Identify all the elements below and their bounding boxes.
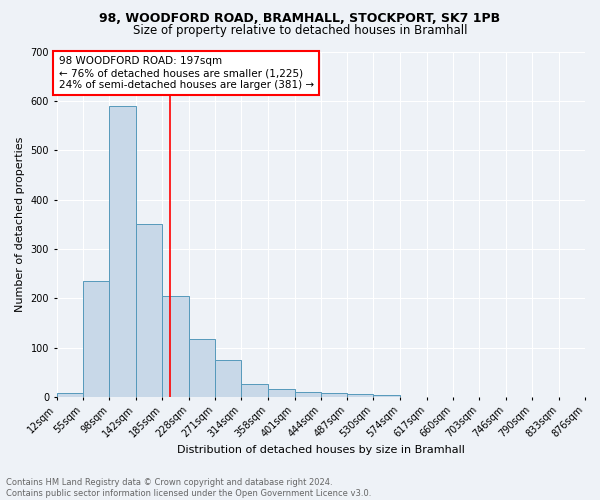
Bar [373, 395, 400, 397]
Bar [215, 360, 241, 397]
Text: Contains HM Land Registry data © Crown copyright and database right 2024.
Contai: Contains HM Land Registry data © Crown c… [6, 478, 371, 498]
Bar [268, 389, 295, 397]
Bar [83, 281, 109, 397]
Text: 98, WOODFORD ROAD, BRAMHALL, STOCKPORT, SK7 1PB: 98, WOODFORD ROAD, BRAMHALL, STOCKPORT, … [100, 12, 500, 24]
Bar [56, 393, 83, 397]
Text: Size of property relative to detached houses in Bramhall: Size of property relative to detached ho… [133, 24, 467, 37]
Text: 98 WOODFORD ROAD: 197sqm
← 76% of detached houses are smaller (1,225)
24% of sem: 98 WOODFORD ROAD: 197sqm ← 76% of detach… [59, 56, 314, 90]
Bar [109, 106, 136, 397]
X-axis label: Distribution of detached houses by size in Bramhall: Distribution of detached houses by size … [177, 445, 465, 455]
Bar [241, 384, 268, 397]
Y-axis label: Number of detached properties: Number of detached properties [15, 136, 25, 312]
Bar [295, 392, 321, 397]
Bar [163, 296, 189, 397]
Bar [347, 394, 373, 397]
Bar [321, 394, 347, 397]
Bar [189, 338, 215, 397]
Bar [136, 224, 163, 397]
